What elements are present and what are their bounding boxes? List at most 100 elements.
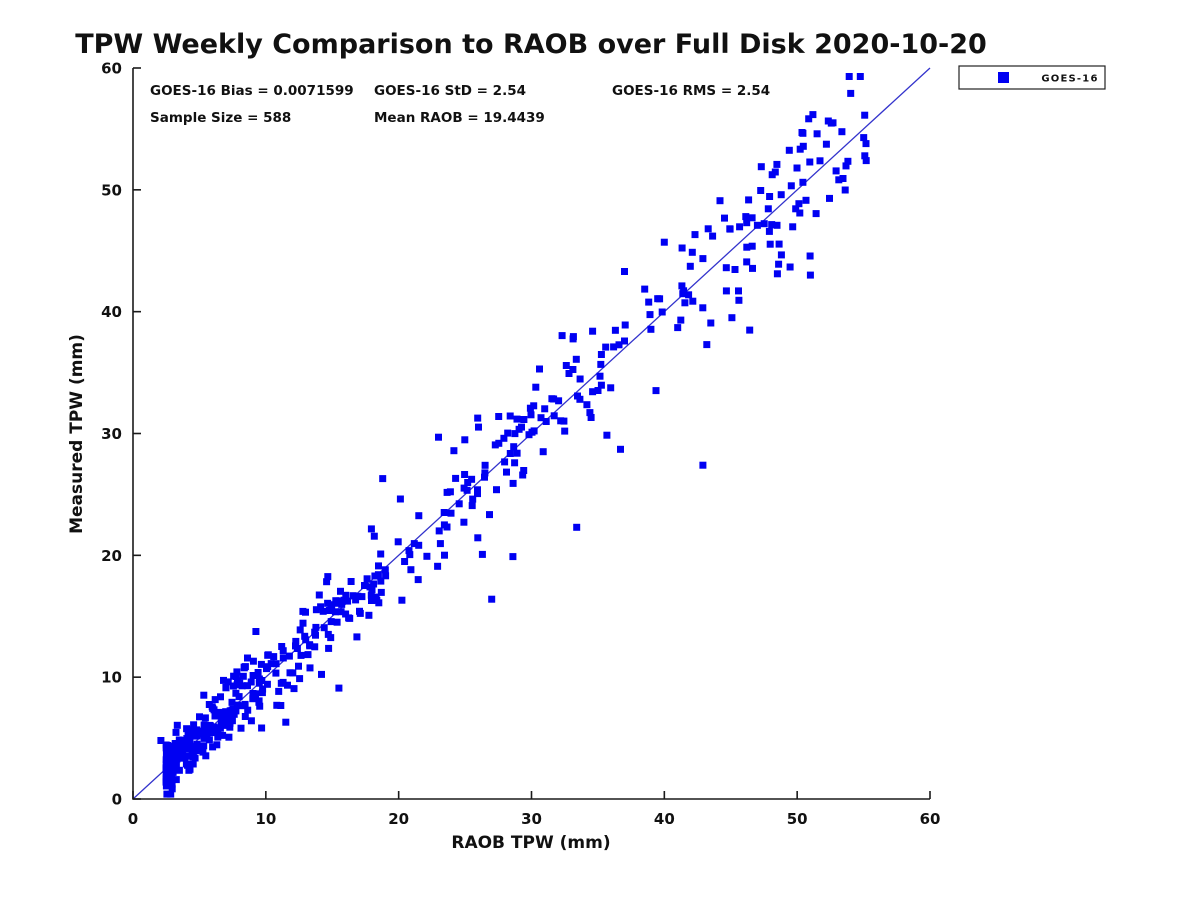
- scatter-point: [194, 747, 202, 754]
- scatter-point: [771, 168, 779, 176]
- scatter-point: [519, 471, 527, 479]
- scatter-point: [377, 550, 385, 558]
- scatter-point: [342, 610, 350, 618]
- scatter-point: [805, 115, 813, 123]
- scatter-point: [481, 473, 488, 481]
- scatter-point: [838, 128, 846, 136]
- scatter-point: [597, 351, 605, 358]
- scatter-point: [481, 469, 489, 477]
- scatter-point: [861, 152, 869, 160]
- x-tick-label: 60: [920, 810, 941, 828]
- scatter-point: [847, 89, 855, 97]
- scatter-point: [206, 722, 214, 729]
- scatter-point: [597, 381, 605, 389]
- scatter-point: [615, 341, 623, 349]
- scatter-point: [315, 591, 323, 599]
- scatter-point: [296, 626, 304, 634]
- x-tick-label: 50: [787, 810, 808, 828]
- scatter-point: [240, 664, 248, 672]
- scatter-point: [398, 596, 406, 604]
- x-tick-label: 40: [654, 810, 675, 828]
- scatter-point: [175, 766, 183, 774]
- scatter-point: [272, 669, 280, 677]
- stat-bias: GOES-16 Bias = 0.0071599: [150, 83, 354, 99]
- scatter-point: [518, 423, 525, 431]
- scatter-point: [236, 679, 244, 687]
- scatter-point: [370, 532, 378, 540]
- scatter-point: [777, 251, 785, 259]
- scatter-point: [862, 140, 870, 148]
- scatter-point: [197, 730, 204, 738]
- scatter-point: [583, 401, 591, 409]
- scatter-point: [342, 591, 350, 599]
- scatter-point: [368, 597, 375, 604]
- scatter-point: [414, 576, 422, 584]
- scatter-point: [576, 375, 584, 383]
- scatter-point: [349, 592, 357, 600]
- scatter-point: [511, 459, 519, 467]
- scatter-point: [244, 682, 251, 690]
- scatter-point: [188, 747, 196, 755]
- scatter-point: [766, 240, 774, 248]
- scatter-point: [735, 287, 742, 295]
- scatter-point: [252, 693, 259, 701]
- y-tick-label: 30: [101, 425, 122, 443]
- scatter-point: [244, 654, 251, 662]
- scatter-point: [832, 167, 840, 175]
- scatter-point: [434, 562, 442, 570]
- scatter-point: [415, 541, 423, 549]
- scatter-point: [742, 213, 750, 221]
- scatter-point: [589, 327, 597, 335]
- scatter-point: [272, 660, 280, 668]
- scatter-point: [736, 223, 744, 231]
- scatter-point: [504, 429, 512, 437]
- scatter-point: [367, 591, 375, 599]
- scatter-point: [167, 790, 175, 798]
- scatter-point: [703, 341, 711, 349]
- scatter-point: [447, 509, 455, 517]
- scatter-point: [474, 534, 482, 542]
- scatter-point: [157, 737, 165, 744]
- scatter-point: [743, 258, 751, 266]
- scatter-point: [495, 413, 503, 420]
- y-tick-label: 20: [101, 547, 122, 565]
- scatter-point: [394, 538, 402, 546]
- scatter-point: [735, 296, 743, 304]
- scatter-point: [468, 502, 476, 510]
- chart-title: TPW Weekly Comparison to RAOB over Full …: [75, 29, 987, 60]
- scatter-point: [555, 397, 563, 405]
- y-tick-label: 60: [101, 60, 122, 78]
- scatter-point: [278, 643, 286, 650]
- scatter-point: [319, 607, 327, 615]
- scatter-point: [247, 678, 255, 686]
- scatter-point: [646, 311, 654, 319]
- scatter-point: [423, 552, 431, 560]
- scatter-point: [813, 130, 821, 138]
- scatter-point: [299, 619, 307, 627]
- scatter-point: [239, 672, 247, 680]
- scatter-point: [550, 412, 558, 420]
- scatter-point: [209, 743, 217, 751]
- scatter-point: [214, 733, 222, 741]
- scatter-point: [167, 746, 175, 754]
- scatter-point: [816, 157, 824, 165]
- scatter-point: [292, 637, 300, 645]
- scatter-point: [365, 611, 373, 619]
- scatter-point: [249, 672, 257, 679]
- scatter-point: [210, 723, 218, 731]
- scatter-point: [610, 343, 618, 351]
- scatter-point: [597, 360, 605, 368]
- scatter-point: [312, 606, 320, 614]
- scatter-point: [344, 597, 352, 605]
- scatter-point: [757, 187, 765, 194]
- scatter-point: [311, 628, 319, 636]
- scatter-point: [366, 583, 374, 591]
- scatter-point: [225, 733, 233, 741]
- scatter-point: [699, 304, 707, 312]
- scatter-point: [773, 270, 781, 278]
- scatter-point: [258, 689, 266, 697]
- scatter-point: [749, 264, 756, 272]
- scatter-point: [189, 760, 197, 768]
- scatter-point: [164, 742, 172, 749]
- scatter-point: [279, 678, 287, 686]
